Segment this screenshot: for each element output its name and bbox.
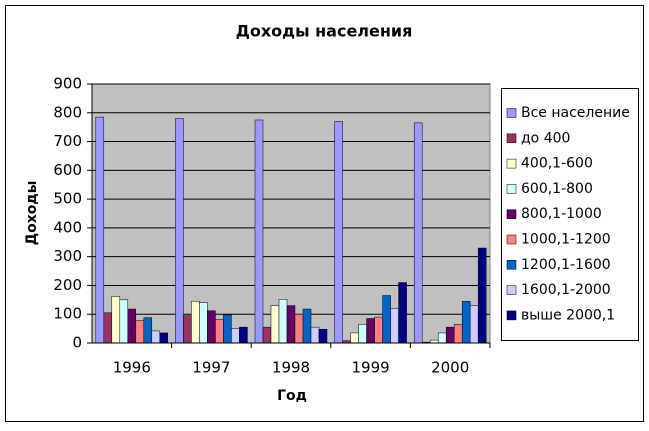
legend-swatch	[506, 158, 517, 169]
x-tick-label: 2000	[431, 359, 469, 377]
legend-label: 1600,1-2000	[521, 282, 611, 298]
y-tick-label: 300	[53, 247, 82, 265]
bar	[215, 319, 224, 344]
bar	[358, 324, 367, 344]
y-tick-label: 600	[53, 161, 82, 179]
bar	[294, 313, 304, 344]
bar	[453, 324, 463, 344]
bar	[366, 318, 375, 344]
x-axis-label: Год	[277, 388, 307, 404]
bar	[270, 305, 280, 344]
bar	[183, 315, 192, 344]
bar	[159, 332, 169, 344]
legend-label: 1000,1-1200	[521, 232, 611, 248]
legend-label: 800,1-1000	[521, 206, 602, 222]
bar	[111, 296, 121, 344]
bar	[318, 328, 328, 344]
bar	[262, 326, 272, 344]
bar	[254, 119, 264, 344]
bar	[413, 122, 423, 344]
x-tick-label: 1998	[272, 359, 310, 377]
bar	[223, 314, 232, 344]
legend-swatch	[506, 209, 517, 219]
legend-label: Все население	[521, 105, 630, 121]
bar	[382, 295, 391, 344]
y-tick-label: 400	[53, 218, 82, 236]
bar	[350, 332, 359, 344]
legend-label: выше 2000,1	[521, 307, 615, 323]
plot-area	[91, 83, 491, 344]
bar	[103, 312, 113, 344]
legend-swatch	[506, 234, 517, 245]
bar	[151, 330, 161, 344]
bar	[175, 118, 184, 344]
y-axis-label: Доходы	[24, 181, 40, 246]
bar	[286, 305, 296, 344]
y-tick-label: 800	[53, 103, 82, 121]
legend-label: 600,1-800	[521, 181, 593, 197]
bar	[143, 317, 153, 344]
legend-swatch	[506, 184, 517, 194]
x-tick-label: 1997	[192, 359, 230, 377]
legend-swatch	[506, 260, 517, 270]
legend-swatch	[506, 285, 517, 295]
bar	[135, 320, 145, 344]
bar	[310, 326, 320, 344]
x-tick-label: 1996	[113, 359, 151, 377]
chart-title: Доходы населения	[236, 22, 413, 41]
y-tick-label: 500	[53, 190, 82, 208]
bar	[231, 328, 240, 344]
bar	[374, 316, 383, 344]
legend-swatch	[506, 310, 517, 321]
bar	[437, 332, 447, 344]
legend	[501, 88, 639, 341]
bar	[477, 247, 487, 344]
y-tick-label: 100	[53, 305, 82, 323]
legend-swatch	[506, 108, 517, 118]
bar	[334, 121, 343, 344]
y-tick-label: 700	[53, 132, 82, 150]
legend-swatch	[506, 133, 517, 144]
bar	[127, 308, 137, 344]
bar	[398, 282, 407, 344]
legend-label: 400,1-600	[521, 156, 593, 172]
bar	[461, 301, 471, 344]
legend-label: до 400	[521, 130, 570, 146]
bar	[278, 299, 288, 344]
bar	[95, 116, 105, 344]
legend-label: 1200,1-1600	[521, 257, 611, 273]
y-tick-label: 200	[53, 276, 82, 294]
bar	[191, 301, 200, 344]
x-tick-label: 1999	[352, 359, 390, 377]
y-tick-label: 0	[72, 334, 82, 352]
bar	[302, 308, 312, 344]
y-tick-label: 900	[53, 75, 82, 93]
bar	[239, 326, 248, 344]
bar	[390, 308, 399, 344]
bar	[445, 326, 455, 344]
bar	[469, 305, 479, 344]
bar	[199, 302, 208, 344]
bar	[119, 299, 129, 344]
bar	[207, 310, 216, 344]
